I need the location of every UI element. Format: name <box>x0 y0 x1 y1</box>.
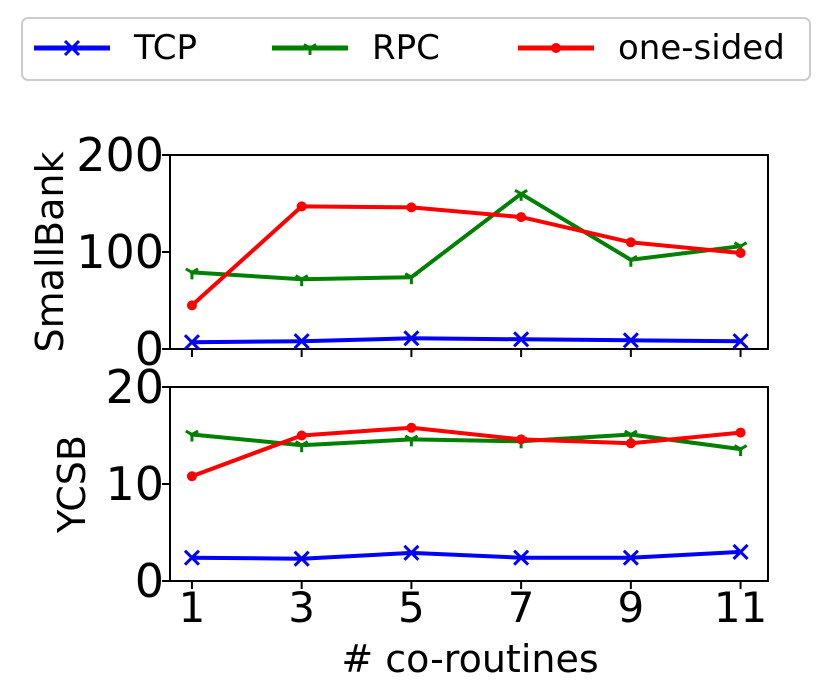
smallbank-one-sided-point-9 <box>625 237 636 248</box>
smallbank-one-sided-point-11 <box>735 247 746 258</box>
smallbank-one-sided-point-3 <box>296 201 307 212</box>
ycsb-ytick-label-0: 0 <box>135 554 164 608</box>
ycsb-one-sided-line <box>189 425 743 479</box>
ycsb-one-sided-point-9 <box>625 438 636 449</box>
smallbank-tcp-point-9 <box>622 332 639 349</box>
xtick-label-3: 3 <box>288 583 315 632</box>
legend-label-rpc: RPC <box>372 28 440 68</box>
ycsb-ytick-label-10: 10 <box>105 457 164 511</box>
smallbank-rpc-point-9 <box>624 254 638 267</box>
x-axis-label: # co-routines <box>341 637 598 681</box>
ycsb-one-sided-point-11 <box>735 427 746 438</box>
smallbank-one-sided-point-7 <box>516 212 527 223</box>
smallbank-tcp-point-5 <box>403 330 420 347</box>
smallbank-ytick-label-200: 200 <box>76 128 164 182</box>
smallbank-rpc-point-7 <box>514 188 528 201</box>
smallbank-ylabel: SmallBank <box>28 152 72 353</box>
smallbank-tcp-line <box>189 336 743 345</box>
legend-marker-rpc <box>303 43 317 55</box>
legend-marker-tcp <box>63 39 81 57</box>
smallbank-one-sided-point-5 <box>406 202 417 213</box>
smallbank-tcp-point-7 <box>513 331 530 348</box>
xtick-label-5: 5 <box>398 583 425 632</box>
ycsb-ylabel: YCSB <box>50 435 94 534</box>
legend-frame <box>21 17 811 81</box>
xtick-label-9: 9 <box>617 583 644 632</box>
ycsb-tcp-point-1 <box>183 549 201 566</box>
ycsb-one-sided-point-5 <box>406 422 417 433</box>
smallbank-rpc-point-3 <box>294 274 309 287</box>
ycsb-rpc-point-3 <box>294 440 309 453</box>
ycsb-tcp-line <box>189 549 743 561</box>
ycsb-tcp-point-9 <box>622 549 639 566</box>
ycsb-tcp-point-11 <box>732 543 749 560</box>
xtick-label-1: 1 <box>179 583 206 632</box>
ycsb-tcp-point-3 <box>293 550 310 567</box>
legend-marker-one-sided <box>551 43 561 53</box>
xtick-label-11: 11 <box>714 583 767 632</box>
ycsb-rpc-point-11 <box>733 444 748 457</box>
ycsb-rpc-point-1 <box>185 429 199 442</box>
legend-label-tcp: TCP <box>133 28 197 68</box>
legend-entry-tcp: TCP <box>34 28 197 68</box>
ycsb-one-sided-point-7 <box>516 434 527 445</box>
smallbank-one-sided-point-1 <box>186 300 197 311</box>
smallbank-tcp-point-11 <box>732 333 749 350</box>
ycsb-tcp-point-7 <box>513 549 530 566</box>
smallbank-tcp-point-3 <box>293 333 310 350</box>
legend-entry-rpc: RPC <box>272 28 440 68</box>
ycsb-one-sided-point-1 <box>186 471 197 482</box>
ycsb-tcp-point-5 <box>403 544 420 561</box>
legend-entry-one-sided: one-sided <box>518 28 785 68</box>
ycsb-one-sided-point-3 <box>296 430 307 441</box>
smallbank-tcp-point-1 <box>183 334 201 351</box>
smallbank-rpc-line <box>189 191 743 282</box>
ycsb-rpc-point-5 <box>404 434 419 447</box>
smallbank-ytick-label-100: 100 <box>76 225 164 279</box>
ycsb-axes-frame <box>169 386 769 582</box>
smallbank-ytick-label-0: 0 <box>135 322 164 376</box>
smallbank-one-sided-line <box>189 204 743 308</box>
smallbank-rpc-point-5 <box>404 272 419 285</box>
xtick-label-7: 7 <box>508 583 535 632</box>
legend-label-one-sided: one-sided <box>618 28 785 68</box>
legend: TCP RPC one-sided <box>21 17 811 81</box>
ycsb-ytick-label-20: 20 <box>105 360 164 414</box>
smallbank-rpc-point-1 <box>185 267 199 280</box>
